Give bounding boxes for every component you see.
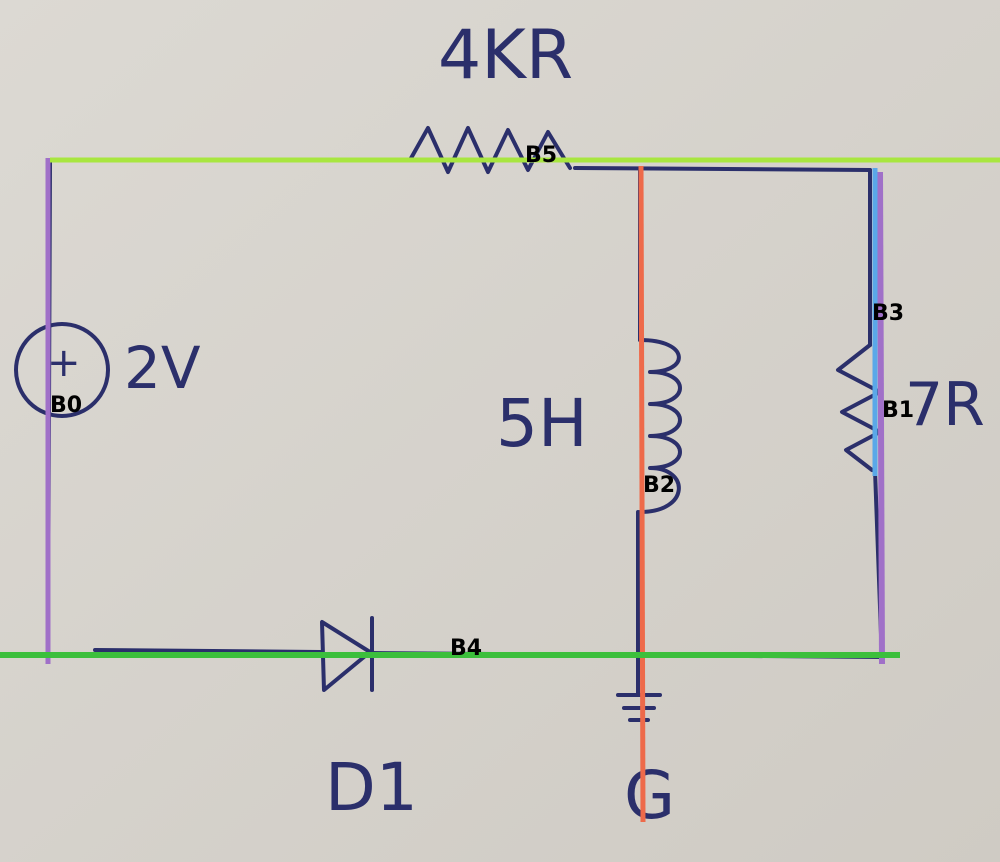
voltage-label: 2V (124, 334, 201, 402)
branch-tag-b4: B4 (450, 636, 482, 661)
voltage-source-symbol (14, 322, 110, 418)
inductor-label: 5H (496, 385, 588, 462)
branch-tag-b1: B1 (882, 398, 914, 423)
diode-label: D1 (325, 749, 418, 826)
resistor-7r-symbol (836, 343, 882, 472)
branch-tag-b5: B5 (525, 143, 557, 168)
ground-label: G (624, 757, 675, 834)
plus-sign: + (47, 340, 81, 386)
resistor-4kr-symbol (408, 126, 572, 174)
top-right-wire (573, 166, 872, 172)
branch-tag-b3: B3 (872, 301, 904, 326)
resistor-7r-label: 7R (905, 370, 985, 440)
resistor-4kr-label: 4KR (438, 16, 573, 95)
branch-overlay (0, 157, 1000, 823)
branch-line-b2 (638, 165, 646, 823)
branch-tag-b0: B0 (50, 393, 82, 418)
branch-tags: B0 B1 B2 B3 B4 B5 (50, 143, 914, 661)
inductor-5h-symbol (638, 338, 682, 514)
bottom-left-wire (93, 648, 322, 654)
branch-tag-b2: B2 (643, 473, 675, 498)
branch-line-b1 (877, 171, 885, 665)
